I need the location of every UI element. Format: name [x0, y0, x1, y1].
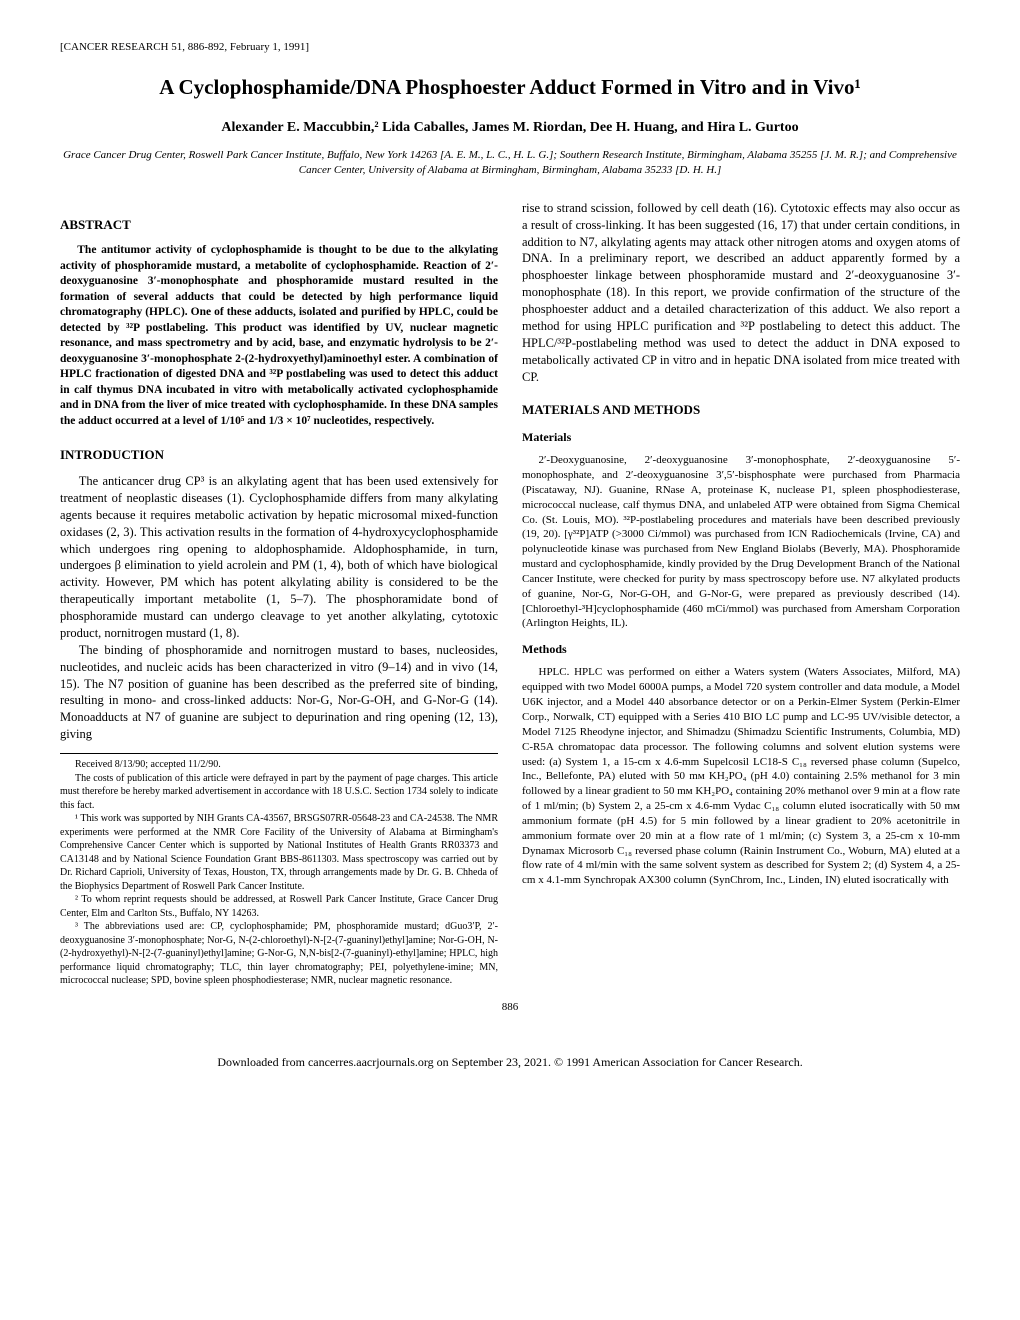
intro-paragraph-2: The binding of phosphoramide and nornitr…: [60, 642, 498, 743]
methods-body: HPLC. HPLC was performed on either a Wat…: [522, 665, 960, 888]
right-column: rise to strand scission, followed by cel…: [522, 200, 960, 988]
materials-body: 2′-Deoxyguanosine, 2′-deoxyguanosine 3′-…: [522, 453, 960, 631]
materials-methods-heading: MATERIALS AND METHODS: [522, 401, 960, 419]
footnote-received: Received 8/13/90; accepted 11/2/90.: [60, 758, 498, 772]
footnote-2: ² To whom reprint requests should be add…: [60, 893, 498, 920]
intro-paragraph-1: The anticancer drug CP³ is an alkylating…: [60, 473, 498, 642]
footnote-costs: The costs of publication of this article…: [60, 772, 498, 813]
header-note: [CANCER RESEARCH 51, 886-892, February 1…: [60, 40, 960, 55]
col2-paragraph-1: rise to strand scission, followed by cel…: [522, 200, 960, 386]
introduction-heading: INTRODUCTION: [60, 446, 498, 464]
abstract-body: The antitumor activity of cyclophosphami…: [60, 243, 498, 429]
footnote-3: ³ The abbreviations used are: CP, cyclop…: [60, 920, 498, 988]
left-column: ABSTRACT The antitumor activity of cyclo…: [60, 200, 498, 988]
methods-heading: Methods: [522, 641, 960, 657]
footnotes: Received 8/13/90; accepted 11/2/90. The …: [60, 753, 498, 988]
affiliation: Grace Cancer Drug Center, Roswell Park C…: [60, 148, 960, 178]
footnote-1: ¹ This work was supported by NIH Grants …: [60, 812, 498, 893]
authors: Alexander E. Maccubbin,² Lida Caballes, …: [60, 119, 960, 138]
abstract-heading: ABSTRACT: [60, 216, 498, 234]
materials-heading: Materials: [522, 429, 960, 445]
footer: Downloaded from cancerres.aacrjournals.o…: [60, 1054, 960, 1070]
article-title: A Cyclophosphamide/DNA Phosphoester Addu…: [60, 73, 960, 101]
content-columns: ABSTRACT The antitumor activity of cyclo…: [60, 200, 960, 988]
page-number: 886: [60, 1000, 960, 1015]
